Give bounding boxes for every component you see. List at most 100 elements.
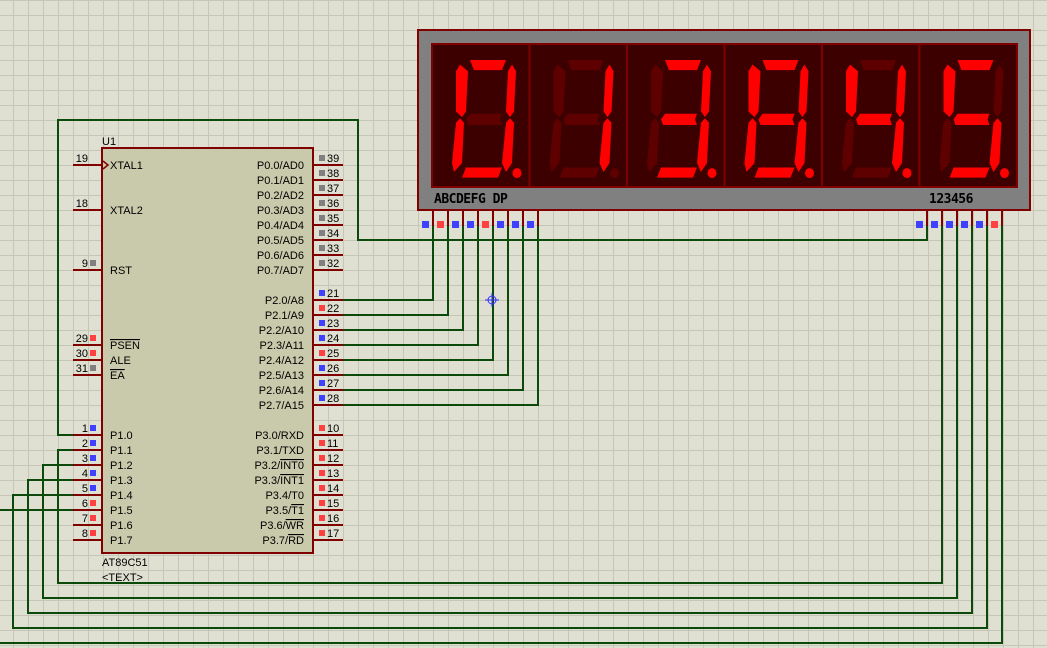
pin-label: P3.0/RXD <box>255 430 304 442</box>
segment-d <box>559 167 600 178</box>
wire[interactable] <box>12 225 988 629</box>
pin-number: 17 <box>327 528 339 540</box>
pin-state-indicator <box>319 485 325 491</box>
pin-label: P2.0/A8 <box>265 295 304 307</box>
pin-state-indicator <box>991 221 998 228</box>
segment-dp <box>902 168 912 179</box>
pin-number: 27 <box>327 378 339 390</box>
crosshair-cursor-icon <box>485 293 499 307</box>
segment-f <box>846 64 858 118</box>
pin-number: 15 <box>327 498 339 510</box>
pin-number: 31 <box>76 363 88 375</box>
digit-1 <box>452 60 522 179</box>
chip-part: AT89C51 <box>102 557 148 569</box>
pin-state-indicator <box>319 185 325 191</box>
pin-label: P2.6/A14 <box>259 385 304 397</box>
pin-number: 30 <box>76 348 88 360</box>
pin-state-indicator <box>319 320 325 326</box>
pin-number: 33 <box>327 243 339 255</box>
segment-f <box>943 64 956 118</box>
segment-a <box>470 60 506 71</box>
wire[interactable] <box>343 225 524 391</box>
pin-state-indicator <box>319 455 325 461</box>
chip-body[interactable] <box>101 147 314 554</box>
segment-f <box>456 64 468 118</box>
wire[interactable] <box>57 119 928 436</box>
pin-label: P3.6/WR <box>260 520 304 532</box>
chip-ref: U1 <box>102 136 116 148</box>
pin-number: 36 <box>327 198 339 210</box>
segment-dp <box>512 168 522 179</box>
pin-label: P3.4/T0 <box>265 490 304 502</box>
seven-segment-display[interactable]: ABCDEFG DP 123456 <box>417 29 1031 228</box>
wire[interactable] <box>27 225 973 614</box>
pin-label: P1.7 <box>110 535 133 547</box>
chip-u1[interactable]: U1AT89C51<TEXT>19XTAL118XTAL29RST29PSEN3… <box>73 136 343 584</box>
segment-b <box>506 64 516 118</box>
pin-state-indicator <box>931 221 938 228</box>
pin-state-indicator <box>319 515 325 521</box>
pin-state-indicator <box>90 350 96 356</box>
wire[interactable] <box>343 225 539 406</box>
segment-e <box>647 118 659 172</box>
segment-f <box>553 64 566 118</box>
pin-state-indicator <box>319 290 325 296</box>
pin-number: 24 <box>327 333 339 345</box>
pin-number: 3 <box>82 453 88 465</box>
wire[interactable] <box>0 225 1003 644</box>
pin-state-indicator <box>319 425 325 431</box>
segment-d <box>462 167 502 178</box>
pin-label: XTAL1 <box>110 160 143 172</box>
pin-state-indicator <box>916 221 923 228</box>
wire[interactable] <box>343 225 464 331</box>
wire[interactable] <box>343 225 449 316</box>
digit-2 <box>549 60 619 179</box>
pin-label: P3.5/T1 <box>265 505 304 517</box>
pin-label: P1.0 <box>110 430 133 442</box>
chip-text-placeholder: <TEXT> <box>102 572 143 584</box>
pin-label: P3.2/INT0 <box>254 460 304 472</box>
pin-label: PSEN <box>110 340 140 352</box>
pin-state-indicator <box>422 221 429 228</box>
segment-dp <box>707 168 717 179</box>
pin-label: P0.1/AD1 <box>257 175 304 187</box>
wire[interactable] <box>57 225 943 584</box>
pin-number: 26 <box>327 363 339 375</box>
pin-state-indicator <box>437 221 444 228</box>
segment-a <box>665 60 701 71</box>
pin-label: P2.7/A15 <box>259 400 304 412</box>
segment-dp <box>1000 168 1009 179</box>
pin-state-indicator <box>319 245 325 251</box>
pin-label: P1.1 <box>110 445 133 457</box>
wire[interactable] <box>343 225 434 301</box>
pin-label: P1.3 <box>110 475 133 487</box>
pin-number: 1 <box>82 423 88 435</box>
pin-state-indicator <box>90 335 96 341</box>
segment-a <box>762 60 799 71</box>
segment-b <box>701 64 711 118</box>
digit-3 <box>647 60 717 179</box>
segment-d <box>754 167 795 178</box>
pin-number: 38 <box>327 168 339 180</box>
segment-a <box>860 60 896 71</box>
pin-label: P0.2/AD2 <box>257 190 304 202</box>
pin-number: 21 <box>327 288 339 300</box>
pin-state-indicator <box>527 221 534 228</box>
pin-label: P0.3/AD3 <box>257 205 304 217</box>
segment-c <box>794 118 807 172</box>
clock-input-icon <box>102 160 110 170</box>
pin-label: P0.5/AD5 <box>257 235 304 247</box>
wire[interactable] <box>343 225 509 376</box>
pin-number: 12 <box>327 453 339 465</box>
segment-c <box>697 118 709 172</box>
pin-number: 23 <box>327 318 339 330</box>
wire[interactable] <box>42 225 958 599</box>
pin-number: 9 <box>82 258 88 270</box>
pin-state-indicator <box>90 470 96 476</box>
pin-label: P2.4/A12 <box>259 355 304 367</box>
pin-state-indicator <box>961 221 968 228</box>
pin-label: P3.1/TXD <box>256 445 304 457</box>
wire[interactable] <box>343 225 494 361</box>
wire[interactable] <box>343 225 479 346</box>
